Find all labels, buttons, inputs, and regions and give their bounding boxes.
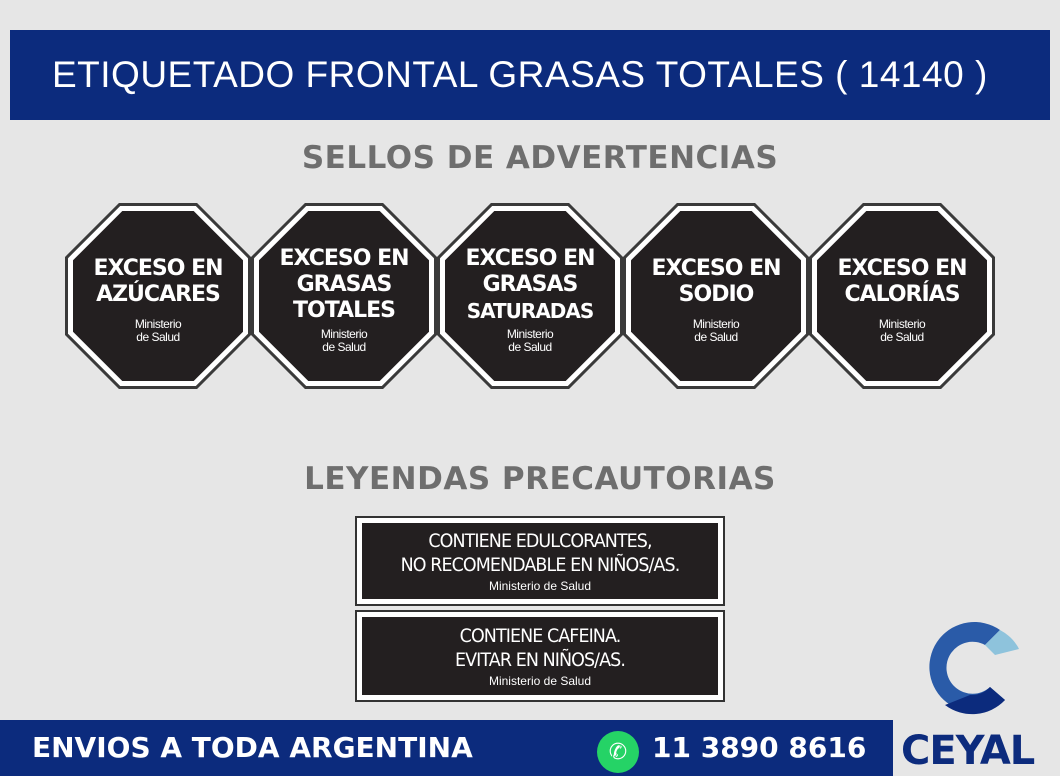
seal-grasas-saturadas: EXCESO EN GRASAS SATURADAS Ministerio de Sal… <box>437 203 623 389</box>
seal-ministry: Ministerio <box>506 327 554 341</box>
seal-line: GRASAS <box>296 272 393 297</box>
phone-number[interactable]: 11 3890 8616 <box>652 731 867 764</box>
seal-line: AZÚCARES <box>96 282 221 307</box>
ceyal-logo: CEYAL <box>895 615 1060 776</box>
leyenda-edulcorantes: CONTIENE EDULCORANTES, NO RECOMENDABLE EN… <box>355 516 725 606</box>
seal-line: EXCESO EN <box>465 246 595 271</box>
seal-ministry: de Salud <box>322 340 366 354</box>
seal-line: TOTALES <box>293 298 396 323</box>
seal-line: SODIO <box>678 282 755 307</box>
leyenda-line: EVITAR EN NIÑOS/AS. <box>455 649 626 671</box>
seal-line: CALORÍAS <box>844 282 960 307</box>
leyenda-ministry: Ministerio de Salud <box>488 674 592 688</box>
seal-ministry: de Salud <box>880 330 924 344</box>
leyendas-heading: LEYENDAS PRECAUTORIAS <box>304 461 776 497</box>
seal-line: SATURADAS <box>466 299 595 323</box>
page-title: ETIQUETADO FRONTAL GRASAS TOTALES ( 1414… <box>10 30 1050 120</box>
shipping-text: ENVIOS A TODA ARGENTINA <box>32 731 473 764</box>
logo-text: CEYAL <box>901 728 1035 774</box>
seal-ministry: Ministerio <box>320 327 368 341</box>
seal-ministry: Ministerio <box>692 317 740 331</box>
footer-bar: ENVIOS A TODA ARGENTINA 11 3890 8616 <box>0 720 893 776</box>
ceyal-c-icon <box>929 622 1019 715</box>
seal-line: EXCESO EN <box>651 256 781 281</box>
seal-sodio: EXCESO EN SODIO Ministerio de Salud <box>623 203 809 389</box>
sellos-heading: SELLOS DE ADVERTENCIAS <box>301 140 779 176</box>
seal-line: GRASAS <box>482 272 579 297</box>
seal-grasas-totales: EXCESO EN GRASAS TOTALES Ministerio de Salud <box>251 203 437 389</box>
whatsapp-icon[interactable]: ✆ <box>597 731 639 773</box>
seal-calorias: EXCESO EN CALORÍAS Ministerio de Salud <box>809 203 995 389</box>
leyenda-line: CONTIENE EDULCORANTES, <box>428 530 652 552</box>
seal-line: EXCESO EN <box>93 256 223 281</box>
leyenda-cafeina: CONTIENE CAFEINA. EVITAR EN NIÑOS/AS. Mini… <box>355 610 725 702</box>
seal-ministry: Ministerio <box>134 317 182 331</box>
leyenda-line: CONTIENE CAFEINA. <box>459 625 622 647</box>
seal-ministry: Ministerio <box>878 317 926 331</box>
seal-ministry: de Salud <box>508 340 552 354</box>
seal-line: EXCESO EN <box>279 246 409 271</box>
seal-azucares: EXCESO EN AZÚCARES Ministerio de Salud <box>65 203 251 389</box>
seal-ministry: de Salud <box>136 330 180 344</box>
seal-line: EXCESO EN <box>837 256 967 281</box>
leyenda-line: NO RECOMENDABLE EN NIÑOS/AS. <box>400 554 681 576</box>
seal-ministry: de Salud <box>694 330 738 344</box>
leyenda-ministry: Ministerio de Salud <box>488 579 592 593</box>
